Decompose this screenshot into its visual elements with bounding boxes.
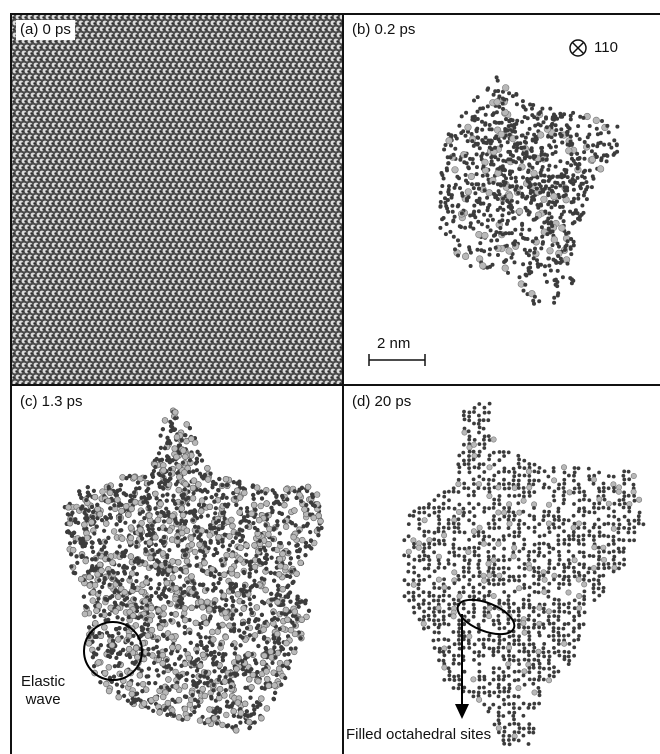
scale-bar: 2 nm	[368, 335, 428, 369]
panel-c-label: (c) 1.3 ps	[16, 392, 87, 412]
atom-cluster-c	[62, 407, 324, 734]
elastic-wave-label: Elastic wave	[21, 673, 66, 709]
frame-left	[10, 13, 12, 754]
panel-b: (b) 0.2 ps 110 2 nm	[344, 15, 660, 384]
frame-vertical-divider	[342, 13, 344, 754]
orientation-label: 110	[594, 39, 618, 56]
filled-sites-marker	[455, 598, 516, 719]
frame-horizontal-divider	[10, 384, 660, 386]
lattice-image	[12, 15, 342, 384]
filled-sites-label: Filled octahedral sites	[346, 726, 492, 744]
atom-cluster-b	[438, 75, 620, 306]
panel-a-label: (a) 0 ps	[16, 20, 75, 40]
elastic-wave-circle	[83, 621, 143, 681]
circle-times-icon	[569, 39, 587, 57]
panel-c: (c) 1.3 ps Elastic wave	[12, 386, 342, 754]
panel-b-label: (b) 0.2 ps	[348, 20, 420, 40]
panel-a: (a) 0 ps	[12, 15, 342, 384]
scale-bar-label: 2 nm	[377, 335, 411, 352]
frame-top	[10, 13, 660, 15]
atom-cluster-d	[402, 401, 646, 747]
panel-d-label: (d) 20 ps	[348, 392, 416, 412]
panel-d: (d) 20 ps Filled octahedral sites	[344, 386, 660, 754]
